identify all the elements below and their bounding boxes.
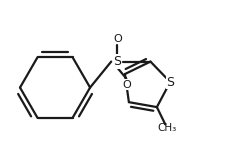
Text: CH₃: CH₃ bbox=[157, 123, 177, 133]
Text: S: S bbox=[166, 76, 174, 89]
Text: O: O bbox=[113, 34, 122, 44]
Text: O: O bbox=[122, 80, 131, 89]
Text: S: S bbox=[113, 55, 121, 68]
